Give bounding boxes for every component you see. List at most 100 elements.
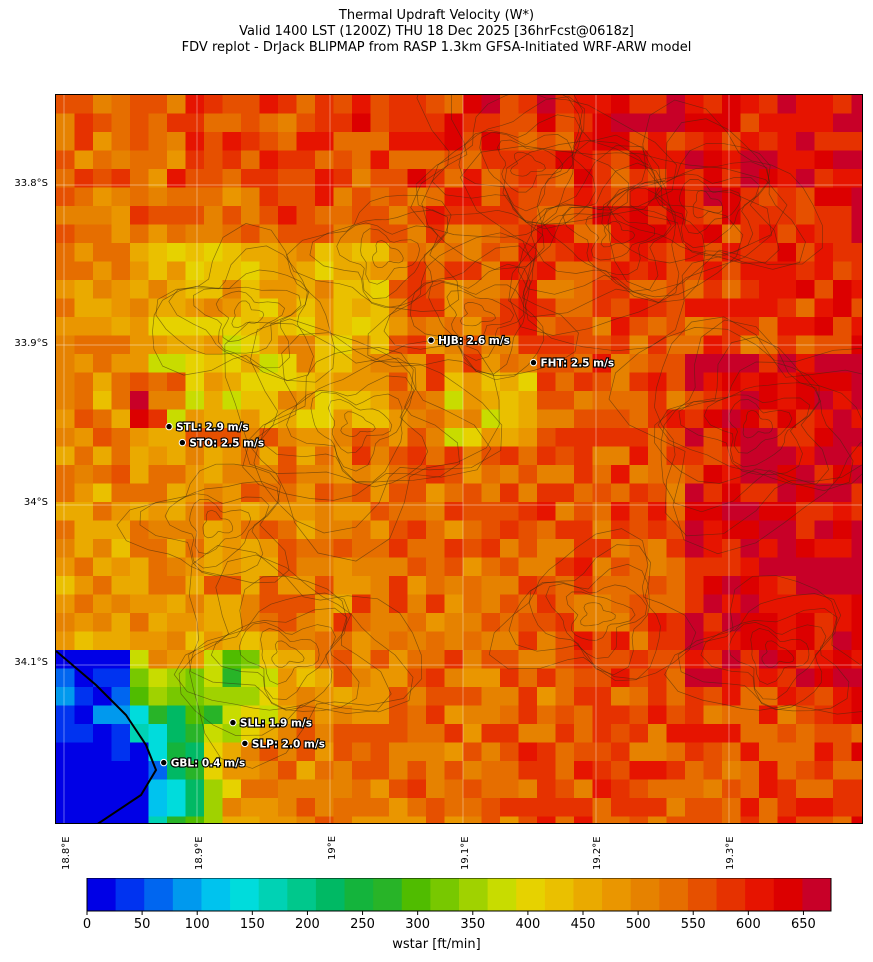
heatmap-cell (463, 95, 483, 115)
heatmap-cell (685, 187, 705, 207)
heatmap-cell (500, 650, 520, 670)
heatmap-cell (555, 613, 575, 633)
heatmap-cell (148, 261, 168, 281)
heatmap-cell (93, 95, 113, 115)
heatmap-cell (740, 354, 760, 374)
contour-line (202, 509, 234, 539)
heatmap-cell (333, 317, 353, 337)
heatmap-cell (93, 280, 113, 300)
heatmap-cell (278, 428, 298, 448)
heatmap-cell (777, 280, 797, 300)
heatmap-cell (611, 446, 631, 466)
heatmap-cell (629, 816, 649, 823)
colorbar-segment (745, 878, 775, 911)
heatmap-cell (463, 705, 483, 725)
heatmap-cell (463, 428, 483, 448)
contour-line (238, 622, 336, 700)
heatmap-cell (389, 187, 409, 207)
heatmap-cell (777, 613, 797, 633)
heatmap-cell (333, 779, 353, 799)
heatmap-cell (278, 261, 298, 281)
heatmap-cell (759, 816, 779, 823)
heatmap-cell (759, 261, 779, 281)
heatmap-cell (259, 687, 279, 707)
heatmap-cell (222, 502, 242, 522)
heatmap-cell (259, 761, 279, 781)
heatmap-cell (352, 705, 372, 725)
heatmap-cell (592, 243, 612, 263)
heatmap-cell (259, 280, 279, 300)
heatmap-cell (537, 409, 557, 429)
heatmap-cell (222, 206, 242, 226)
heatmap-cell (74, 298, 94, 318)
heatmap-cell (222, 428, 242, 448)
heatmap-cell (407, 261, 427, 281)
heatmap-cell (148, 354, 168, 374)
heatmap-cell (370, 428, 390, 448)
heatmap-cell (426, 742, 446, 762)
heatmap-cell (814, 280, 834, 300)
heatmap-cell (296, 816, 316, 823)
heatmap-cell (555, 113, 575, 133)
heatmap-cell (278, 613, 298, 633)
heatmap-cell (685, 576, 705, 596)
heatmap-cell (444, 613, 464, 633)
heatmap-cell (148, 150, 168, 170)
heatmap-cell (389, 502, 409, 522)
heatmap-cell (74, 520, 94, 540)
heatmap-cell (851, 520, 862, 540)
heatmap-cell (241, 650, 261, 670)
heatmap-cell (296, 742, 316, 762)
heatmap-cell (370, 594, 390, 614)
heatmap-cell (740, 761, 760, 781)
heatmap-cell (315, 502, 335, 522)
heatmap-cell (722, 687, 742, 707)
station-marker (160, 758, 168, 767)
heatmap-cell (93, 779, 113, 799)
heatmap-cell (833, 465, 853, 485)
heatmap-cell (444, 298, 464, 318)
heatmap-cell (185, 650, 205, 670)
heatmap-cell (537, 465, 557, 485)
heatmap-cell (111, 169, 131, 189)
heatmap-cell (74, 483, 94, 503)
heatmap-cell (481, 113, 501, 133)
heatmap-cell (130, 206, 150, 226)
heatmap-cell (444, 317, 464, 337)
heatmap-cell (315, 761, 335, 781)
colorbar-segment (430, 878, 460, 911)
heatmap-cell (851, 391, 862, 411)
heatmap-cell (666, 557, 686, 577)
heatmap-cell (278, 650, 298, 670)
heatmap-cell (333, 409, 353, 429)
heatmap-cell (703, 668, 723, 688)
heatmap-cell (759, 798, 779, 818)
heatmap-cell (481, 243, 501, 263)
heatmap-cell (296, 354, 316, 374)
heatmap-cell (833, 761, 853, 781)
heatmap-cell (426, 650, 446, 670)
heatmap-cell (130, 668, 150, 688)
heatmap-cell (426, 594, 446, 614)
heatmap-cell (352, 169, 372, 189)
heatmap-cell (130, 779, 150, 799)
heatmap-cell (463, 372, 483, 392)
heatmap-cell (241, 150, 261, 170)
heatmap-cell (666, 520, 686, 540)
heatmap-cell (648, 631, 668, 651)
heatmap-cell (74, 132, 94, 152)
heatmap-cell (444, 446, 464, 466)
heatmap-cell (740, 742, 760, 762)
contour-line (340, 411, 376, 437)
heatmap-cell (333, 150, 353, 170)
heatmap-cell (851, 668, 862, 688)
heatmap-cell (777, 372, 797, 392)
heatmap-cell (740, 779, 760, 799)
heatmap-cell (777, 169, 797, 189)
heatmap-cell (611, 779, 631, 799)
heatmap-cell (759, 298, 779, 318)
heatmap-cell (148, 650, 168, 670)
heatmap-cell (685, 428, 705, 448)
contour-line (664, 575, 862, 715)
heatmap-cell (463, 668, 483, 688)
